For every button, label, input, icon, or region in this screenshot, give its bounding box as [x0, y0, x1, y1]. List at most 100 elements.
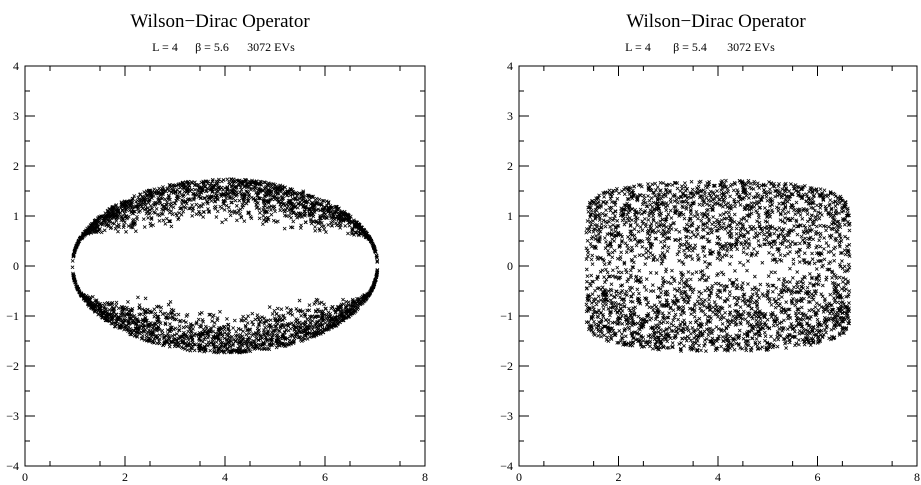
data-point [167, 219, 172, 224]
data-point [239, 339, 243, 344]
data-point [212, 205, 217, 210]
data-point [741, 250, 746, 255]
data-point [146, 330, 150, 335]
data-point [303, 199, 307, 204]
data-point [712, 300, 717, 304]
data-point [266, 338, 270, 343]
data-point [142, 225, 147, 229]
data-point [162, 342, 166, 346]
data-point [642, 196, 647, 201]
data-point [585, 219, 590, 223]
data-point [272, 308, 277, 313]
data-point [209, 195, 214, 199]
data-point [120, 321, 125, 325]
data-point [72, 249, 77, 254]
data-point [619, 250, 624, 255]
data-point [234, 329, 239, 334]
data-point [326, 200, 331, 204]
data-point [664, 208, 669, 213]
data-point [645, 236, 650, 241]
data-point [812, 261, 817, 266]
data-point [728, 194, 733, 199]
data-point [143, 191, 148, 196]
data-point [149, 217, 154, 222]
data-point [293, 191, 298, 196]
data-point [160, 207, 164, 212]
data-point [746, 259, 750, 263]
data-point [158, 321, 163, 326]
x-tick-label: 0 [22, 470, 28, 484]
data-point [257, 346, 262, 351]
data-point [278, 183, 283, 188]
data-point [280, 195, 285, 199]
data-point [133, 229, 138, 234]
data-point [372, 246, 376, 251]
data-point [591, 219, 595, 223]
data-point [147, 328, 151, 333]
data-point [636, 229, 641, 234]
data-point [320, 199, 325, 203]
data-point [204, 188, 209, 193]
data-point [157, 327, 162, 332]
data-point [335, 307, 340, 312]
data-point [706, 212, 710, 216]
data-point [322, 210, 327, 215]
data-point [188, 326, 192, 331]
data-point [203, 324, 208, 329]
data-point [679, 312, 683, 317]
data-point [310, 327, 315, 332]
data-point [290, 225, 295, 230]
data-point [790, 276, 795, 280]
data-point [107, 312, 112, 317]
data-point [219, 194, 224, 199]
data-point [212, 350, 216, 355]
data-point [250, 311, 255, 316]
data-point [622, 192, 627, 197]
data-point [349, 307, 353, 312]
data-point [338, 225, 343, 230]
data-point [110, 205, 115, 209]
data-point [810, 251, 814, 256]
data-point [347, 220, 352, 225]
data-point [148, 191, 152, 196]
data-point [132, 221, 136, 226]
data-point [266, 328, 271, 333]
data-point [344, 299, 349, 304]
data-point [336, 217, 341, 222]
data-point [165, 339, 169, 343]
data-point [191, 327, 195, 331]
plot-frame [518, 65, 918, 467]
data-point [181, 339, 186, 344]
data-point [610, 255, 615, 260]
data-point [169, 307, 174, 312]
data-point [160, 331, 165, 336]
data-point [291, 211, 296, 216]
data-point [268, 325, 273, 330]
data-point [233, 333, 238, 338]
data-point [184, 314, 189, 318]
data-point [306, 206, 311, 211]
data-point [225, 317, 229, 321]
data-point [191, 323, 195, 328]
data-point [615, 218, 620, 223]
data-point [274, 311, 279, 316]
data-point [203, 348, 207, 353]
data-point [723, 310, 728, 315]
data-point [236, 346, 240, 351]
data-point [146, 216, 151, 220]
data-point [638, 225, 643, 229]
data-point [260, 222, 265, 227]
data-point [741, 246, 746, 250]
data-point [263, 325, 268, 330]
data-point [733, 268, 737, 273]
data-point [134, 317, 138, 322]
data-point [613, 229, 618, 234]
data-point [199, 204, 204, 209]
data-point [200, 332, 205, 336]
data-point [681, 304, 686, 309]
data-point [124, 216, 129, 221]
data-point [142, 312, 147, 317]
data-point [258, 316, 263, 321]
data-point [167, 329, 172, 334]
data-point [291, 324, 296, 329]
